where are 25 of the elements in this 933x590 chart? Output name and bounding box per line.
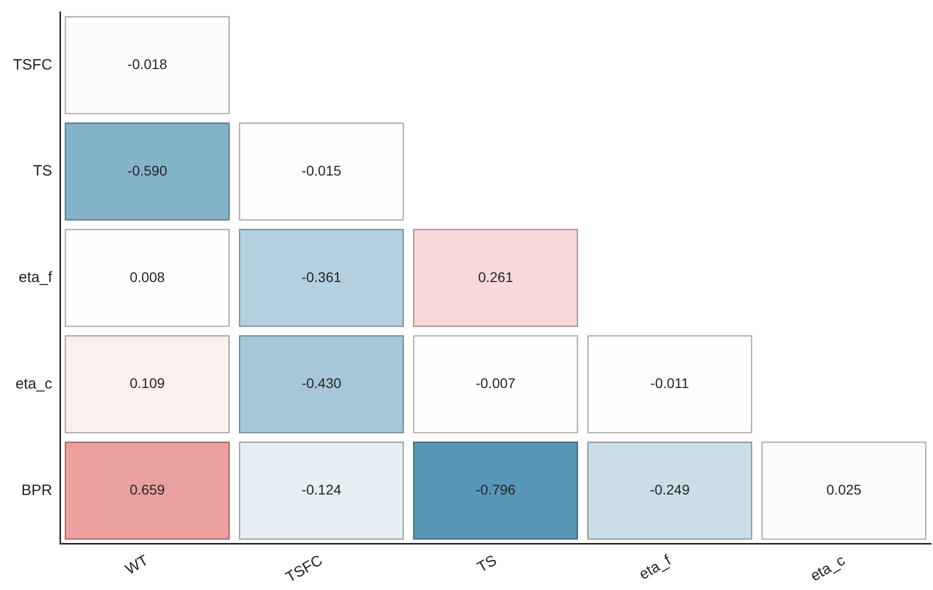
y-tick-label: TS [32,162,52,180]
x-tick-label: TS [474,552,500,576]
x-tick-label: WT [122,552,152,578]
data-label: 0.008 [130,268,165,285]
x-tick-label: eta_f [636,552,675,584]
x-tick-label: eta_c [808,552,848,586]
data-label: 0.109 [130,375,165,392]
data-label: -0.011 [650,375,690,392]
data-label: -0.430 [302,375,342,392]
y-tick-label: BPR [21,482,52,499]
data-label: 0.025 [826,482,862,498]
x-tick-label: TSFC [283,552,326,586]
data-label: -0.015 [302,162,342,178]
y-tick-label: TSFC [12,56,52,74]
data-label: -0.018 [127,56,168,72]
data-label: -0.796 [476,482,516,498]
data-label: -0.249 [650,482,690,498]
data-label: -0.124 [302,482,342,498]
data-label: -0.007 [476,375,516,392]
y-tick-label: eta_c [15,375,53,392]
data-label: -0.590 [127,162,168,178]
y-tick-label: eta_f [18,269,53,286]
data-label: -0.361 [302,268,342,285]
data-label: 0.261 [478,268,514,285]
data-label: 0.659 [130,482,165,498]
